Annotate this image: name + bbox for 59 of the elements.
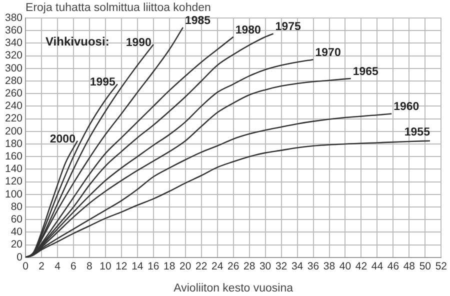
x-axis-title: Avioliiton kesto vuosina — [174, 282, 294, 294]
x-tick-label: 6 — [70, 260, 77, 273]
x-tick-label: 44 — [371, 260, 384, 273]
y-tick-label: 20 — [10, 238, 23, 251]
x-tick-label: 24 — [212, 260, 224, 273]
y-tick-label: 340 — [4, 37, 23, 50]
y-tick-label: 360 — [4, 24, 23, 36]
y-tick-label: 260 — [4, 87, 23, 100]
y-axis-title: Eroja tuhatta solmittua liittoa kohden — [26, 2, 211, 14]
y-tick-label: 320 — [4, 50, 23, 62]
x-tick-label: 8 — [86, 260, 93, 273]
x-tick-label: 30 — [259, 260, 272, 273]
y-tick-label: 220 — [4, 112, 23, 125]
series-label: 2000 — [50, 133, 76, 146]
series-label: 1955 — [404, 126, 431, 138]
series-label: 1975 — [275, 21, 302, 34]
x-tick-label: 2 — [38, 260, 45, 273]
series-label: 1995 — [90, 76, 116, 89]
x-tick-label: 20 — [180, 260, 192, 273]
x-tick-label: 32 — [275, 260, 288, 273]
x-tick-label: 48 — [403, 260, 416, 273]
legend-title: Vihkivuosi: — [46, 34, 110, 48]
series-label: 1990 — [126, 36, 152, 49]
x-tick-label: 10 — [100, 260, 112, 273]
x-tick-label: 38 — [323, 260, 336, 273]
series-label: 1980 — [235, 24, 261, 36]
y-tick-label: 100 — [4, 188, 23, 200]
x-tick-label: 42 — [355, 260, 368, 273]
y-tick-label: 200 — [4, 125, 23, 138]
y-tick-label: 300 — [4, 62, 23, 74]
y-tick-label: 60 — [10, 213, 23, 226]
x-tick-label: 50 — [419, 260, 432, 273]
y-tick-label: 140 — [4, 163, 23, 176]
y-tick-label: 80 — [10, 200, 23, 213]
x-tick-label: 52 — [435, 260, 448, 273]
x-tick-label: 12 — [116, 260, 128, 273]
x-tick-label: 46 — [387, 260, 400, 273]
y-tick-label: 40 — [10, 226, 23, 238]
y-tick-label: 120 — [4, 176, 23, 188]
y-tick-label: 0 — [16, 251, 23, 264]
series-label: 1960 — [394, 101, 420, 114]
x-tick-label: 36 — [307, 260, 320, 273]
x-tick-label: 16 — [148, 260, 160, 273]
y-tick-label: 180 — [4, 138, 23, 150]
x-tick-label: 18 — [164, 260, 176, 273]
y-tick-label: 240 — [4, 100, 23, 112]
series-label: 1970 — [315, 47, 341, 59]
series-label: 1965 — [352, 66, 380, 78]
series-label: 1985 — [184, 14, 212, 27]
x-tick-label: 34 — [291, 260, 304, 273]
x-tick-label: 28 — [243, 260, 256, 273]
x-tick-label: 26 — [227, 260, 240, 273]
y-tick-label: 280 — [4, 74, 23, 87]
y-tick-label: 380 — [4, 12, 23, 24]
x-tick-label: 4 — [54, 260, 61, 273]
x-tick-label: 14 — [132, 260, 144, 273]
y-tick-label: 160 — [4, 150, 23, 162]
x-tick-label: 40 — [339, 260, 352, 273]
x-tick-label: 22 — [196, 260, 208, 273]
